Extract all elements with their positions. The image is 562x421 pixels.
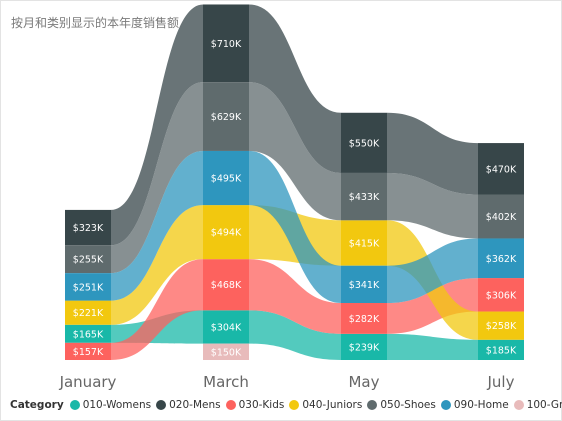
legend-label: 050-Shoes — [380, 399, 436, 411]
segment-050-Shoes-May[interactable] — [341, 172, 387, 221]
ribbon-090-Home-1[interactable] — [249, 150, 341, 304]
segment-030-Kids-January[interactable] — [65, 342, 111, 360]
segment-020-Mens-May[interactable] — [341, 112, 387, 173]
chart-title: 按月和类别显示的本年度销售额 — [11, 16, 180, 30]
data-label-090-Home-January: $251K — [73, 282, 104, 293]
data-label-010-Womens-July: $185K — [486, 345, 517, 356]
segment-030-Kids-March[interactable] — [203, 259, 249, 311]
data-label-020-Mens-July: $470K — [486, 164, 517, 175]
ribbon-090-Home-2[interactable] — [387, 238, 478, 304]
data-label-030-Kids-May: $282K — [349, 314, 380, 325]
ribbon-050-Shoes-1[interactable] — [249, 82, 341, 221]
x-tick-label: January — [59, 373, 117, 391]
legend-label: 090-Home — [453, 399, 509, 411]
ribbon-020-Mens-0[interactable] — [111, 4, 203, 246]
legend-title: Category — [10, 399, 64, 411]
segment-020-Mens-January[interactable] — [65, 209, 111, 246]
segment-050-Shoes-July[interactable] — [478, 194, 524, 239]
ribbon-010-Womens-1[interactable] — [249, 310, 341, 360]
ribbon-040-Juniors-0[interactable] — [111, 205, 203, 325]
data-label-030-Kids-March: $468K — [211, 280, 242, 291]
ribbon-020-Mens-1[interactable] — [249, 4, 341, 173]
columns-layer — [65, 4, 524, 360]
data-label-090-Home-March: $495K — [211, 174, 242, 185]
data-label-090-Home-July: $362K — [486, 254, 517, 265]
segment-090-Home-January[interactable] — [65, 273, 111, 301]
segment-010-Womens-January[interactable] — [65, 324, 111, 343]
ribbon-050-Shoes-0[interactable] — [111, 82, 203, 274]
data-label-040-Juniors-January: $221K — [73, 308, 104, 319]
segment-100-Groceries-March[interactable] — [203, 343, 249, 360]
legend-dot-icon — [367, 400, 378, 410]
segment-020-Mens-July[interactable] — [478, 143, 524, 195]
legend-dot-icon — [225, 400, 236, 410]
data-label-050-Shoes-January: $255K — [73, 255, 104, 266]
ribbon-090-Home-0[interactable] — [111, 150, 203, 301]
segment-020-Mens-March[interactable] — [203, 4, 249, 83]
labels-layer: $165K $304K $239K $185K $323K $710K $550K $470K… — [73, 39, 517, 358]
segment-050-Shoes-January[interactable] — [65, 245, 111, 274]
legend-dot-icon — [69, 400, 80, 410]
ribbon-030-Kids-2[interactable] — [387, 278, 478, 334]
x-axis: January March May July — [59, 373, 515, 391]
legend-item[interactable]: 010-Womens — [69, 399, 152, 411]
data-label-100-Groceries-March: $150K — [211, 347, 242, 358]
data-label-010-Womens-March: $304K — [211, 322, 242, 333]
segment-010-Womens-May[interactable] — [341, 333, 387, 360]
segment-030-Kids-July[interactable] — [478, 278, 524, 312]
data-label-020-Mens-May: $550K — [349, 138, 380, 149]
segment-010-Womens-July[interactable] — [478, 339, 524, 360]
data-label-050-Shoes-May: $433K — [349, 192, 380, 203]
legend-label: 020-Mens — [169, 399, 221, 411]
ribbon-050-Shoes-2[interactable] — [387, 172, 478, 239]
data-label-020-Mens-March: $710K — [211, 39, 242, 50]
data-label-050-Shoes-July: $402K — [486, 212, 517, 223]
ribbon-010-Womens-2[interactable] — [387, 333, 478, 360]
legend-item[interactable]: 090-Home — [440, 399, 509, 411]
legend: Category 010-Womens 020-Mens 030-Kids 040-J… — [10, 397, 562, 413]
legend-dot-icon — [513, 400, 524, 410]
data-label-030-Kids-July: $306K — [486, 290, 517, 301]
segment-050-Shoes-March[interactable] — [203, 82, 249, 151]
segment-090-Home-March[interactable] — [203, 150, 249, 206]
legend-dot-icon — [156, 400, 167, 410]
ribbon-030-Kids-1[interactable] — [249, 259, 341, 334]
segment-040-Juniors-January[interactable] — [65, 300, 111, 325]
legend-label: 010-Womens — [82, 399, 152, 411]
data-label-020-Mens-January: $323K — [73, 223, 104, 234]
ribbons-layer — [111, 4, 478, 360]
legend-dot-icon — [289, 400, 300, 410]
legend-dot-icon — [440, 400, 451, 410]
segment-090-Home-July[interactable] — [478, 238, 524, 279]
data-label-040-Juniors-March: $494K — [211, 228, 242, 239]
data-label-030-Kids-January: $157K — [73, 347, 104, 358]
segment-040-Juniors-May[interactable] — [341, 220, 387, 266]
legend-item[interactable]: 050-Shoes — [367, 399, 436, 411]
data-label-010-Womens-May: $239K — [349, 342, 380, 353]
legend-label: 030-Kids — [238, 399, 285, 411]
legend-item[interactable]: 100-Groceries — [513, 399, 562, 411]
x-tick-label: May — [348, 373, 379, 391]
segment-010-Womens-March[interactable] — [203, 310, 249, 344]
x-tick-label: July — [487, 373, 515, 391]
data-label-050-Shoes-March: $629K — [211, 112, 242, 123]
data-label-090-Home-May: $341K — [349, 280, 380, 291]
legend-item[interactable]: 040-Juniors — [289, 399, 362, 411]
legend-label: 100-Groceries — [526, 399, 562, 411]
segment-040-Juniors-March[interactable] — [203, 205, 249, 260]
ribbon-020-Mens-2[interactable] — [387, 112, 478, 195]
data-label-010-Womens-January: $165K — [73, 329, 104, 340]
data-label-040-Juniors-July: $258K — [486, 321, 517, 332]
legend-label: 040-Juniors — [302, 399, 363, 411]
ribbon-030-Kids-0[interactable] — [111, 259, 203, 360]
segment-030-Kids-May[interactable] — [341, 303, 387, 334]
data-label-040-Juniors-May: $415K — [349, 239, 380, 250]
segment-090-Home-May[interactable] — [341, 265, 387, 304]
x-tick-label: March — [203, 373, 249, 391]
segment-040-Juniors-July[interactable] — [478, 311, 524, 340]
legend-item[interactable]: 030-Kids — [225, 399, 285, 411]
legend-item[interactable]: 020-Mens — [156, 399, 221, 411]
